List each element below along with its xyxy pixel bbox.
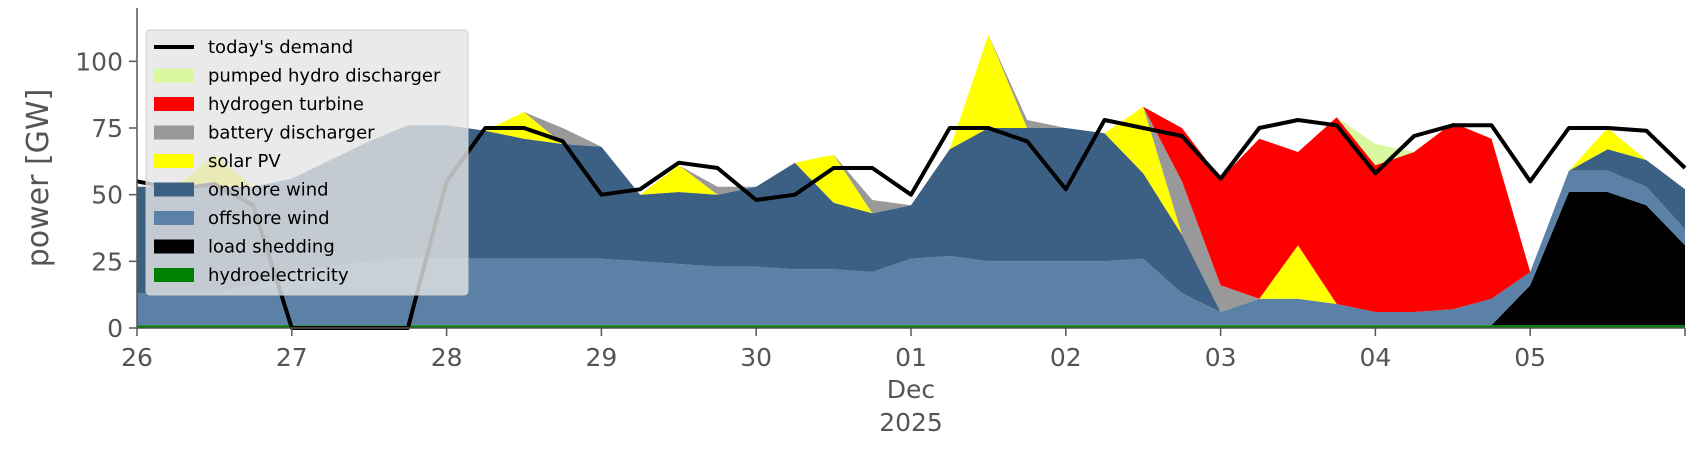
legend-swatch	[154, 268, 194, 282]
legend-item-today-s-demand: today's demand	[154, 37, 353, 58]
legend-swatch	[154, 68, 194, 83]
legend-label: hydroelectricity	[208, 265, 349, 286]
y-ticks: 0 25 50 75 100	[75, 47, 137, 343]
area-offshore-wind	[137, 170, 1685, 326]
x-tick-label: 28	[431, 343, 463, 372]
legend-item-hydroelectricity: hydroelectricity	[154, 265, 349, 286]
legend-swatch	[154, 182, 194, 197]
y-tick-label: 100	[75, 47, 123, 76]
x-tick-label: 05	[1514, 343, 1546, 372]
y-tick-label: 0	[107, 314, 123, 343]
x-tick-label: 29	[585, 343, 617, 372]
legend-label: today's demand	[208, 37, 353, 58]
x-tick-label: 04	[1359, 343, 1391, 372]
legend: today's demand pumped hydro discharger hyd…	[145, 29, 469, 296]
legend-item-solar-pv: solar PV	[154, 151, 281, 172]
legend-label: battery discharger	[208, 123, 375, 144]
legend-swatch	[154, 125, 194, 140]
x-tick-label: 30	[740, 343, 772, 372]
legend-label: offshore wind	[208, 208, 330, 229]
legend-label: pumped hydro discharger	[208, 66, 441, 87]
legend-item-load-shedding: load shedding	[154, 237, 335, 258]
legend-item-battery-discharger: battery discharger	[154, 123, 375, 144]
legend-item-pumped-hydro-discharger: pumped hydro discharger	[154, 66, 441, 87]
x-ticks: 26 27 28 29 30 01 02 03 04 05	[121, 328, 1686, 372]
legend-box	[145, 29, 469, 296]
x-tick-label: 01	[895, 343, 927, 372]
legend-item-offshore-wind: offshore wind	[154, 208, 330, 229]
legend-swatch	[154, 239, 194, 254]
area-pumped-hydro-discharger	[137, 34, 1685, 273]
legend-swatch	[154, 97, 194, 111]
legend-label: hydrogen turbine	[208, 94, 364, 115]
y-tick-label: 50	[91, 181, 123, 210]
x-tick-label: 27	[276, 343, 308, 372]
legend-label: load shedding	[208, 237, 335, 258]
legend-swatch	[154, 154, 194, 168]
area-hydrogen-turbine	[137, 34, 1685, 312]
x-axis-month-label: Dec	[887, 375, 935, 404]
x-axis-year-label: 2025	[879, 408, 943, 437]
legend-swatch	[154, 211, 194, 225]
legend-item-onshore-wind: onshore wind	[154, 180, 329, 201]
area-load-shedding	[137, 192, 1685, 326]
x-tick-label: 03	[1205, 343, 1237, 372]
legend-item-hydrogen-turbine: hydrogen turbine	[154, 94, 364, 115]
legend-label: onshore wind	[208, 180, 329, 201]
area-onshore-wind	[137, 125, 1685, 312]
y-tick-label: 75	[91, 114, 123, 143]
x-tick-label: 26	[121, 343, 153, 372]
y-tick-label: 25	[91, 247, 123, 276]
x-tick-label: 02	[1050, 343, 1082, 372]
y-axis-label: power [GW]	[21, 89, 56, 268]
axes: 0 25 50 75 100 26 27 28 29 30 01 02 03 04 05 power [G…	[21, 8, 1686, 437]
legend-label: solar PV	[208, 151, 281, 172]
